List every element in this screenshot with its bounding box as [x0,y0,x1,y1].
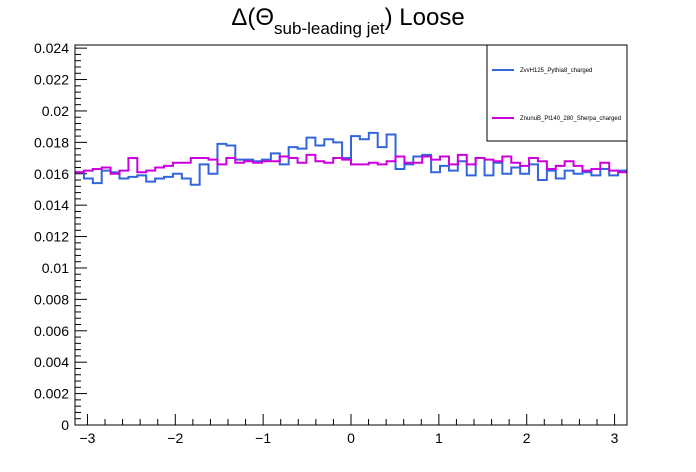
y-tick-label: 0.002 [34,386,69,402]
series-line-1 [75,131,627,186]
y-tick-label: 0.024 [34,40,69,56]
title-subscript: sub-leading jet [274,19,385,38]
legend-label-1: ZvvH125_Pythia8_charged [520,68,592,74]
series-line-2 [75,153,627,175]
x-tick-label: 0 [347,430,355,446]
title-prefix: Δ(Θ [231,4,275,31]
y-tick-label: 0.02 [42,103,69,119]
x-tick-label: −3 [79,430,95,446]
y-tick-label: 0.018 [34,134,69,150]
y-tick-label: 0.014 [34,197,69,213]
y-tick-label: 0.012 [34,229,69,245]
plot-frame [74,44,628,426]
legend: ZvvH125_Pythia8_charged ZnunuB_Pt140_280_… [486,44,628,142]
series-layer [75,131,627,186]
chart-title: Δ(Θsub-leading jet) Loose [0,4,696,38]
y-tick-label: 0.008 [34,291,69,307]
y-tick-label: 0.01 [42,260,69,276]
axis-ticks: 0 0.002 0.004 0.006 0.008 0.01 0.012 0.014 0.016… [34,40,619,446]
x-tick-label: 3 [611,430,619,446]
y-tick-label: 0.016 [34,166,69,182]
x-tick-label: 1 [435,430,443,446]
y-tick-label: 0.006 [34,323,69,339]
x-tick-label: 2 [523,430,531,446]
x-tick-label: −2 [167,430,183,446]
y-tick-label: 0.022 [34,72,69,88]
legend-label-2: ZnunuB_Pt140_280_Sherpa_charged [520,116,621,122]
legend-box [486,44,628,142]
y-tick-label: 0.004 [34,354,69,370]
title-suffix: ) Loose [384,4,465,31]
x-tick-label: −1 [255,430,271,446]
y-tick-label: 0 [61,417,69,433]
